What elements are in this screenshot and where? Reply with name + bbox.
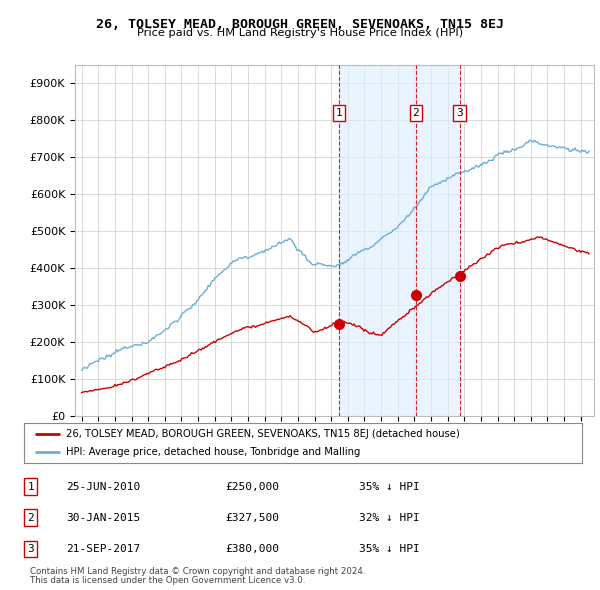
- Text: 26, TOLSEY MEAD, BOROUGH GREEN, SEVENOAKS, TN15 8EJ (detached house): 26, TOLSEY MEAD, BOROUGH GREEN, SEVENOAK…: [66, 429, 460, 439]
- Text: This data is licensed under the Open Government Licence v3.0.: This data is licensed under the Open Gov…: [30, 576, 305, 585]
- Text: 2: 2: [28, 513, 34, 523]
- Text: 2: 2: [412, 108, 419, 118]
- Text: 1: 1: [336, 108, 343, 118]
- Text: 32% ↓ HPI: 32% ↓ HPI: [359, 513, 419, 523]
- Text: £250,000: £250,000: [225, 481, 279, 491]
- Text: HPI: Average price, detached house, Tonbridge and Malling: HPI: Average price, detached house, Tonb…: [66, 447, 360, 457]
- Bar: [339, 65, 460, 416]
- Text: 35% ↓ HPI: 35% ↓ HPI: [359, 481, 419, 491]
- Text: £327,500: £327,500: [225, 513, 279, 523]
- Text: Price paid vs. HM Land Registry's House Price Index (HPI): Price paid vs. HM Land Registry's House …: [137, 28, 463, 38]
- Text: 30-JAN-2015: 30-JAN-2015: [66, 513, 140, 523]
- Text: 3: 3: [456, 108, 463, 118]
- Text: Contains HM Land Registry data © Crown copyright and database right 2024.: Contains HM Land Registry data © Crown c…: [30, 567, 365, 576]
- Text: £380,000: £380,000: [225, 544, 279, 554]
- Text: 25-JUN-2010: 25-JUN-2010: [66, 481, 140, 491]
- Text: 1: 1: [28, 481, 34, 491]
- Text: 35% ↓ HPI: 35% ↓ HPI: [359, 544, 419, 554]
- Text: 3: 3: [28, 544, 34, 554]
- Text: 26, TOLSEY MEAD, BOROUGH GREEN, SEVENOAKS, TN15 8EJ: 26, TOLSEY MEAD, BOROUGH GREEN, SEVENOAK…: [96, 18, 504, 31]
- Text: 21-SEP-2017: 21-SEP-2017: [66, 544, 140, 554]
